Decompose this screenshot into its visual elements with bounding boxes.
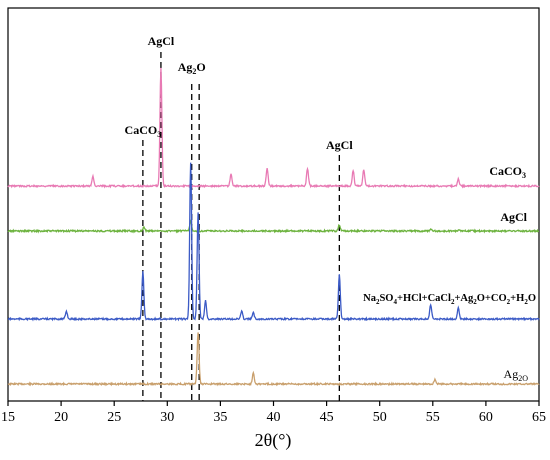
series-line-0 [7,67,540,189]
series-label-caco3: CaCO3 [489,164,526,180]
x-tick-label-5: 40 [267,410,281,425]
x-tick-label-2: 25 [107,410,121,425]
series-label-ag2o: Ag2O [504,367,529,383]
series-label-agcl: AgCl [500,210,527,224]
x-axis: 15 20 25 30 35 40 45 50 55 60 65 [1,401,546,425]
series-labels-layer: CaCO3 AgCl Na2SO4+HCl+CaCl2+Ag2O+CO2+H2O Ag… [363,164,536,383]
reference-lines [142,52,340,401]
series-line-2 [7,162,540,322]
x-tick-label-4: 35 [213,410,227,425]
x-tick-label-6: 45 [320,410,334,425]
series-line-3 [7,332,540,387]
x-tick-label-10: 65 [532,410,546,425]
x-tick-label-8: 55 [426,410,440,425]
x-axis-label: 2θ(°) [255,430,292,451]
annotation-label-3: AgCl [326,138,353,152]
annotation-label-1: AgCl [148,34,175,48]
x-tick-label-3: 30 [160,410,174,425]
x-tick-label-0: 15 [1,410,15,425]
series-label-mixture: Na2SO4+HCl+CaCl2+Ag2O+CO2+H2O [363,293,536,306]
x-tick-label-1: 20 [54,410,68,425]
annotation-label-0: CaCO3 [125,123,162,139]
series-line-1 [7,219,540,234]
plot-frame [7,7,540,402]
x-tick-label-9: 60 [479,410,493,425]
annotation-label-2: Ag2O [178,60,206,76]
x-tick-label-7: 50 [373,410,387,425]
series-layer [7,67,540,387]
